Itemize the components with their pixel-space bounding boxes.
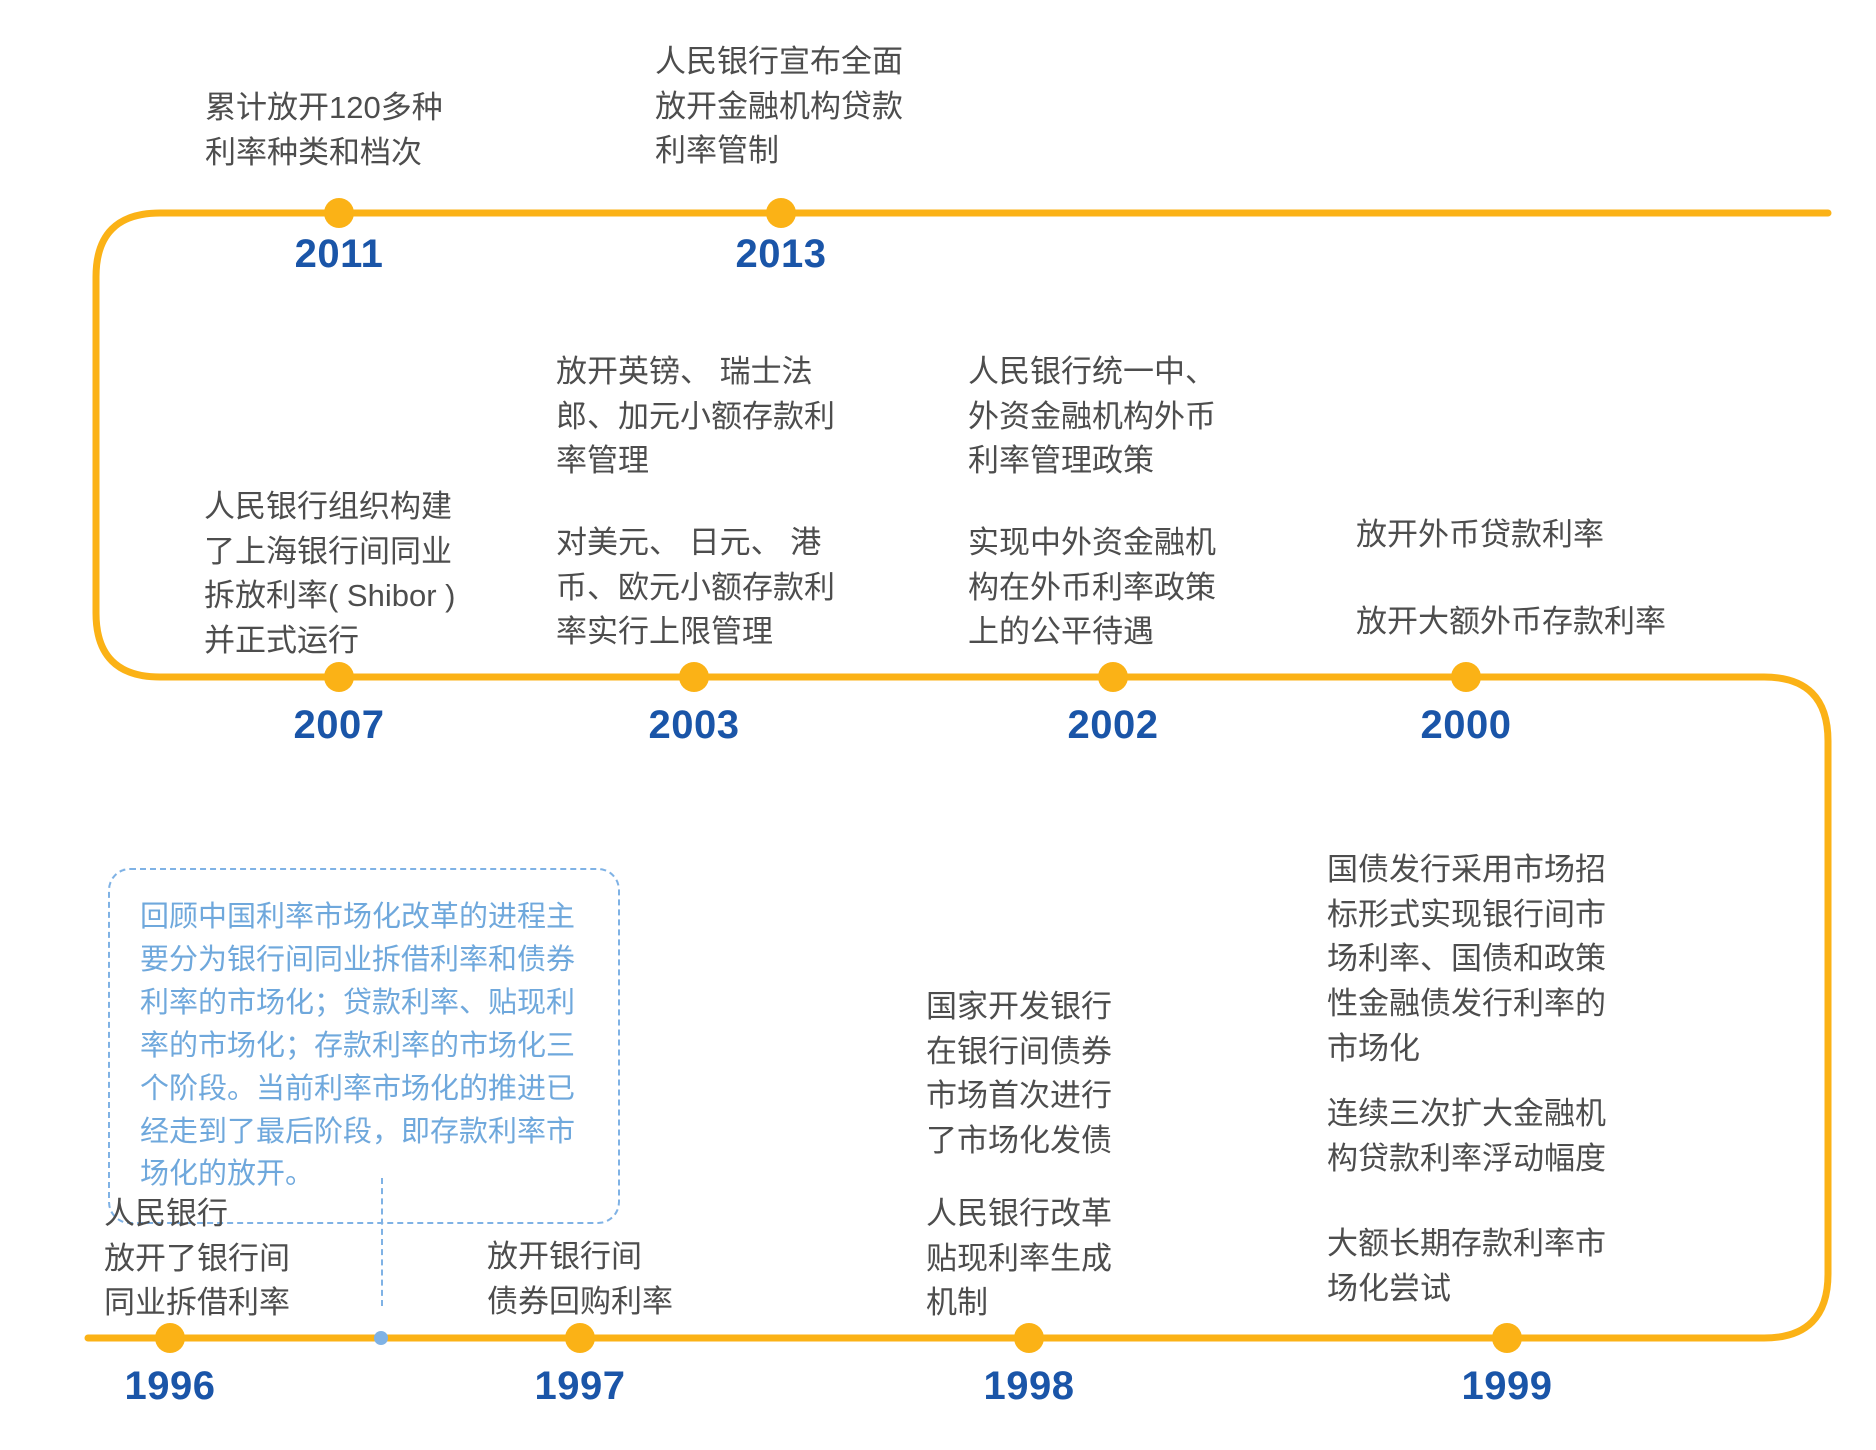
summary-callout: 回顾中国利率市场化改革的进程主要分为银行间同业拆借利率和债券利率的市场化；贷款利… <box>108 868 620 1225</box>
timeline-dot-1997[interactable] <box>565 1323 595 1353</box>
year-label-1997: 1997 <box>534 1364 626 1408</box>
note-2007-1: 人民银行组织构建 了上海银行间同业 拆放利率( Shibor ) 并正式运行 <box>204 489 456 658</box>
timeline-dot-1999[interactable] <box>1492 1323 1522 1353</box>
note-2011-1: 累计放开120多种 利率种类和档次 <box>205 90 443 170</box>
year-label-2003: 2003 <box>648 703 740 747</box>
note-1998-2: 人民银行改革 贴现利率生成 机制 <box>926 1196 1112 1321</box>
year-label-1998: 1998 <box>983 1364 1075 1408</box>
timeline-dot-2007[interactable] <box>324 662 354 692</box>
year-label-2011: 2011 <box>294 232 384 276</box>
timeline-dot-2013[interactable] <box>766 198 796 228</box>
note-2003-1: 放开英镑、 瑞士法 郎、加元小额存款利 率管理 <box>556 354 835 479</box>
summary-callout-text: 回顾中国利率市场化改革的进程主要分为银行间同业拆借利率和债券利率的市场化；贷款利… <box>140 901 576 1191</box>
note-2002-1: 人民银行统一中、 外资金融机构外币 利率管理政策 <box>968 354 1216 479</box>
year-label-2007: 2007 <box>293 703 385 747</box>
note-1999-1: 国债发行采用市场招 标形式实现银行间市 场利率、国债和政策 性金融债发行利率的 … <box>1327 852 1606 1066</box>
timeline-dot-1996[interactable] <box>155 1323 185 1353</box>
year-label-2013: 2013 <box>735 232 827 276</box>
note-1999-3: 大额长期存款利率市 场化尝试 <box>1327 1226 1606 1306</box>
note-1997-1: 放开银行间 债券回购利率 <box>487 1239 673 1319</box>
callout-connector-line <box>381 1178 383 1306</box>
timeline-dot-2003[interactable] <box>679 662 709 692</box>
callout-anchor-dot[interactable] <box>374 1331 388 1345</box>
year-label-1996: 1996 <box>124 1364 216 1408</box>
note-1996-1: 人民银行 放开了银行间 同业拆借利率 <box>104 1196 290 1321</box>
year-label-2002: 2002 <box>1067 703 1159 747</box>
note-2003-2: 对美元、 日元、 港 币、欧元小额存款利 率实行上限管理 <box>556 525 835 650</box>
year-label-2000: 2000 <box>1420 703 1512 747</box>
note-2000-2: 放开大额外币存款利率 <box>1356 604 1666 639</box>
note-1998-1: 国家开发银行 在银行间债券 市场首次进行 了市场化发债 <box>926 989 1112 1158</box>
note-1999-2: 连续三次扩大金融机 构贷款利率浮动幅度 <box>1327 1096 1606 1176</box>
note-2002-2: 实现中外资金融机 构在外币利率政策 上的公平待遇 <box>968 525 1216 650</box>
timeline-dot-2000[interactable] <box>1451 662 1481 692</box>
note-2000-1: 放开外币贷款利率 <box>1356 517 1604 552</box>
timeline-dot-2002[interactable] <box>1098 662 1128 692</box>
note-2013-1: 人民银行宣布全面 放开金融机构贷款 利率管制 <box>655 44 903 169</box>
timeline-dot-1998[interactable] <box>1014 1323 1044 1353</box>
timeline-dot-2011[interactable] <box>324 198 354 228</box>
year-label-1999: 1999 <box>1461 1364 1553 1408</box>
